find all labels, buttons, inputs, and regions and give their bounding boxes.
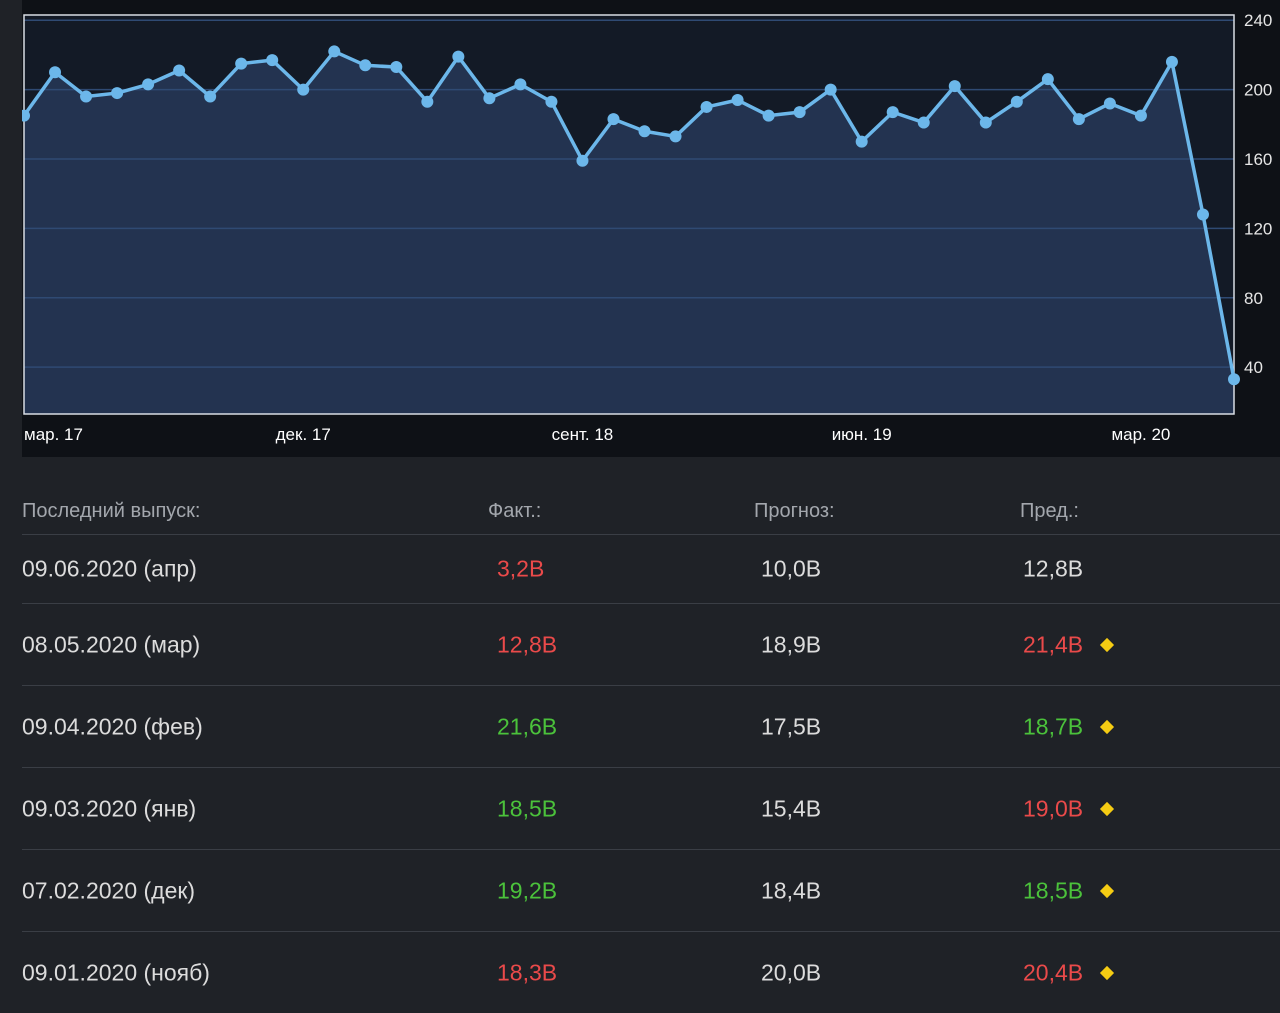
previous-value: 20,4B [1023, 959, 1084, 985]
series-line [22, 49, 1236, 380]
data-point [235, 57, 248, 70]
table-row[interactable]: 09.01.2020 (нояб) 18,3B 20,0B 20,4B [22, 932, 1280, 1013]
data-point [855, 135, 868, 148]
table-row[interactable]: 09.03.2020 (янв) 18,5B 15,4B 19,0B [22, 768, 1280, 850]
data-point [948, 80, 961, 93]
x-tick-label: мар. 17 [24, 425, 83, 444]
data-point [669, 130, 682, 143]
revised-diamond-icon [1099, 719, 1115, 734]
plot-frame [23, 14, 1235, 415]
header-forecast: Прогноз: [754, 500, 835, 522]
data-point [1196, 208, 1209, 221]
data-point [1165, 55, 1178, 68]
data-point [111, 87, 124, 100]
header-release: Последний выпуск: [22, 500, 201, 522]
area-fill [24, 51, 1234, 415]
data-point [638, 125, 651, 138]
data-point [173, 64, 186, 77]
data-point [607, 113, 620, 126]
data-point [328, 45, 341, 58]
forecast-value: 10,0B [761, 555, 822, 582]
data-point [700, 100, 713, 113]
revised-diamond-icon [1099, 883, 1115, 898]
previous-value: 19,0B [1023, 795, 1084, 821]
data-point [80, 90, 93, 103]
header-actual: Факт.: [488, 500, 542, 522]
data-point [793, 106, 806, 119]
actual-value: 3,2B [497, 555, 545, 582]
y-tick-label: 240 [1244, 11, 1272, 30]
table-row[interactable]: 07.02.2020 (дек) 19,2B 18,4B 18,5B [22, 850, 1280, 932]
actual-value: 19,2B [497, 877, 558, 903]
revised-diamond-icon [1099, 801, 1115, 816]
data-point [917, 116, 930, 129]
data-point [731, 94, 744, 107]
data-point [297, 83, 310, 96]
data-point [142, 78, 155, 91]
actual-value: 12,8B [497, 631, 558, 657]
data-point [359, 59, 372, 72]
x-tick-label: дек. 17 [276, 425, 331, 444]
data-point [1072, 113, 1085, 126]
line-chart[interactable]: 40 80 120 160 200 240 мар. 17 дек. 17 сент. 18 ию… [22, 0, 1280, 457]
y-tick-label: 80 [1244, 289, 1263, 308]
revised-diamond-icon [1099, 637, 1115, 652]
table-row[interactable]: 09.06.2020 (апр) 3,2B 10,0B 12,8B [22, 535, 1280, 604]
data-point [452, 50, 465, 63]
forecast-value: 17,5B [761, 713, 822, 739]
forecast-value: 18,4B [761, 877, 822, 903]
release-date: 07.02.2020 (дек) [22, 877, 196, 903]
data-point [22, 109, 30, 122]
release-date: 09.06.2020 (апр) [22, 555, 197, 582]
forecast-value: 15,4B [761, 795, 822, 821]
y-tick-label: 200 [1244, 81, 1272, 100]
data-point [1041, 73, 1054, 86]
release-date: 09.01.2020 (нояб) [22, 959, 210, 985]
data-point [886, 106, 899, 119]
y-tick-label: 40 [1244, 358, 1263, 377]
header-previous: Пред.: [1020, 500, 1079, 522]
x-tick-label: мар. 20 [1111, 425, 1170, 444]
data-point [1103, 97, 1116, 110]
data-point [824, 83, 837, 96]
data-point [266, 54, 279, 67]
data-point [204, 90, 217, 103]
table-row[interactable]: 09.04.2020 (фев) 21,6B 17,5B 18,7B [22, 686, 1280, 768]
y-tick-label: 160 [1244, 150, 1272, 169]
revised-diamond-icon [1099, 965, 1115, 980]
data-point [1010, 95, 1023, 108]
data-point [421, 95, 434, 108]
y-tick-label: 120 [1244, 219, 1272, 238]
data-point [576, 154, 589, 167]
data-point [762, 109, 775, 122]
forecast-value: 18,9B [761, 631, 822, 657]
previous-value: 18,7B [1023, 713, 1084, 739]
releases-table: Последний выпуск: Факт.: Прогноз: Пред.:… [22, 490, 1280, 1013]
release-date: 09.04.2020 (фев) [22, 713, 203, 739]
data-point [545, 95, 558, 108]
previous-value: 18,5B [1023, 877, 1084, 903]
previous-value: 12,8B [1023, 555, 1084, 582]
release-date: 08.05.2020 (мар) [22, 631, 201, 657]
forecast-value: 20,0B [761, 959, 822, 985]
data-point [1228, 373, 1240, 386]
data-point [49, 66, 62, 79]
chart-panel: 40 80 120 160 200 240 мар. 17 дек. 17 сент. 18 ию… [22, 0, 1280, 457]
x-tick-label: сент. 18 [552, 425, 614, 444]
actual-value: 21,6B [497, 713, 558, 739]
data-point [514, 78, 527, 91]
actual-value: 18,5B [497, 795, 558, 821]
data-point [483, 92, 496, 105]
previous-value: 21,4B [1023, 631, 1084, 657]
data-point [390, 61, 403, 74]
release-date: 09.03.2020 (янв) [22, 795, 197, 821]
data-point [1134, 109, 1147, 122]
x-tick-label: июн. 19 [832, 425, 892, 444]
table-header: Последний выпуск: Факт.: Прогноз: Пред.: [22, 490, 1280, 535]
actual-value: 18,3B [497, 959, 558, 985]
table-row[interactable]: 08.05.2020 (мар) 12,8B 18,9B 21,4B [22, 604, 1280, 686]
data-point [979, 116, 992, 129]
